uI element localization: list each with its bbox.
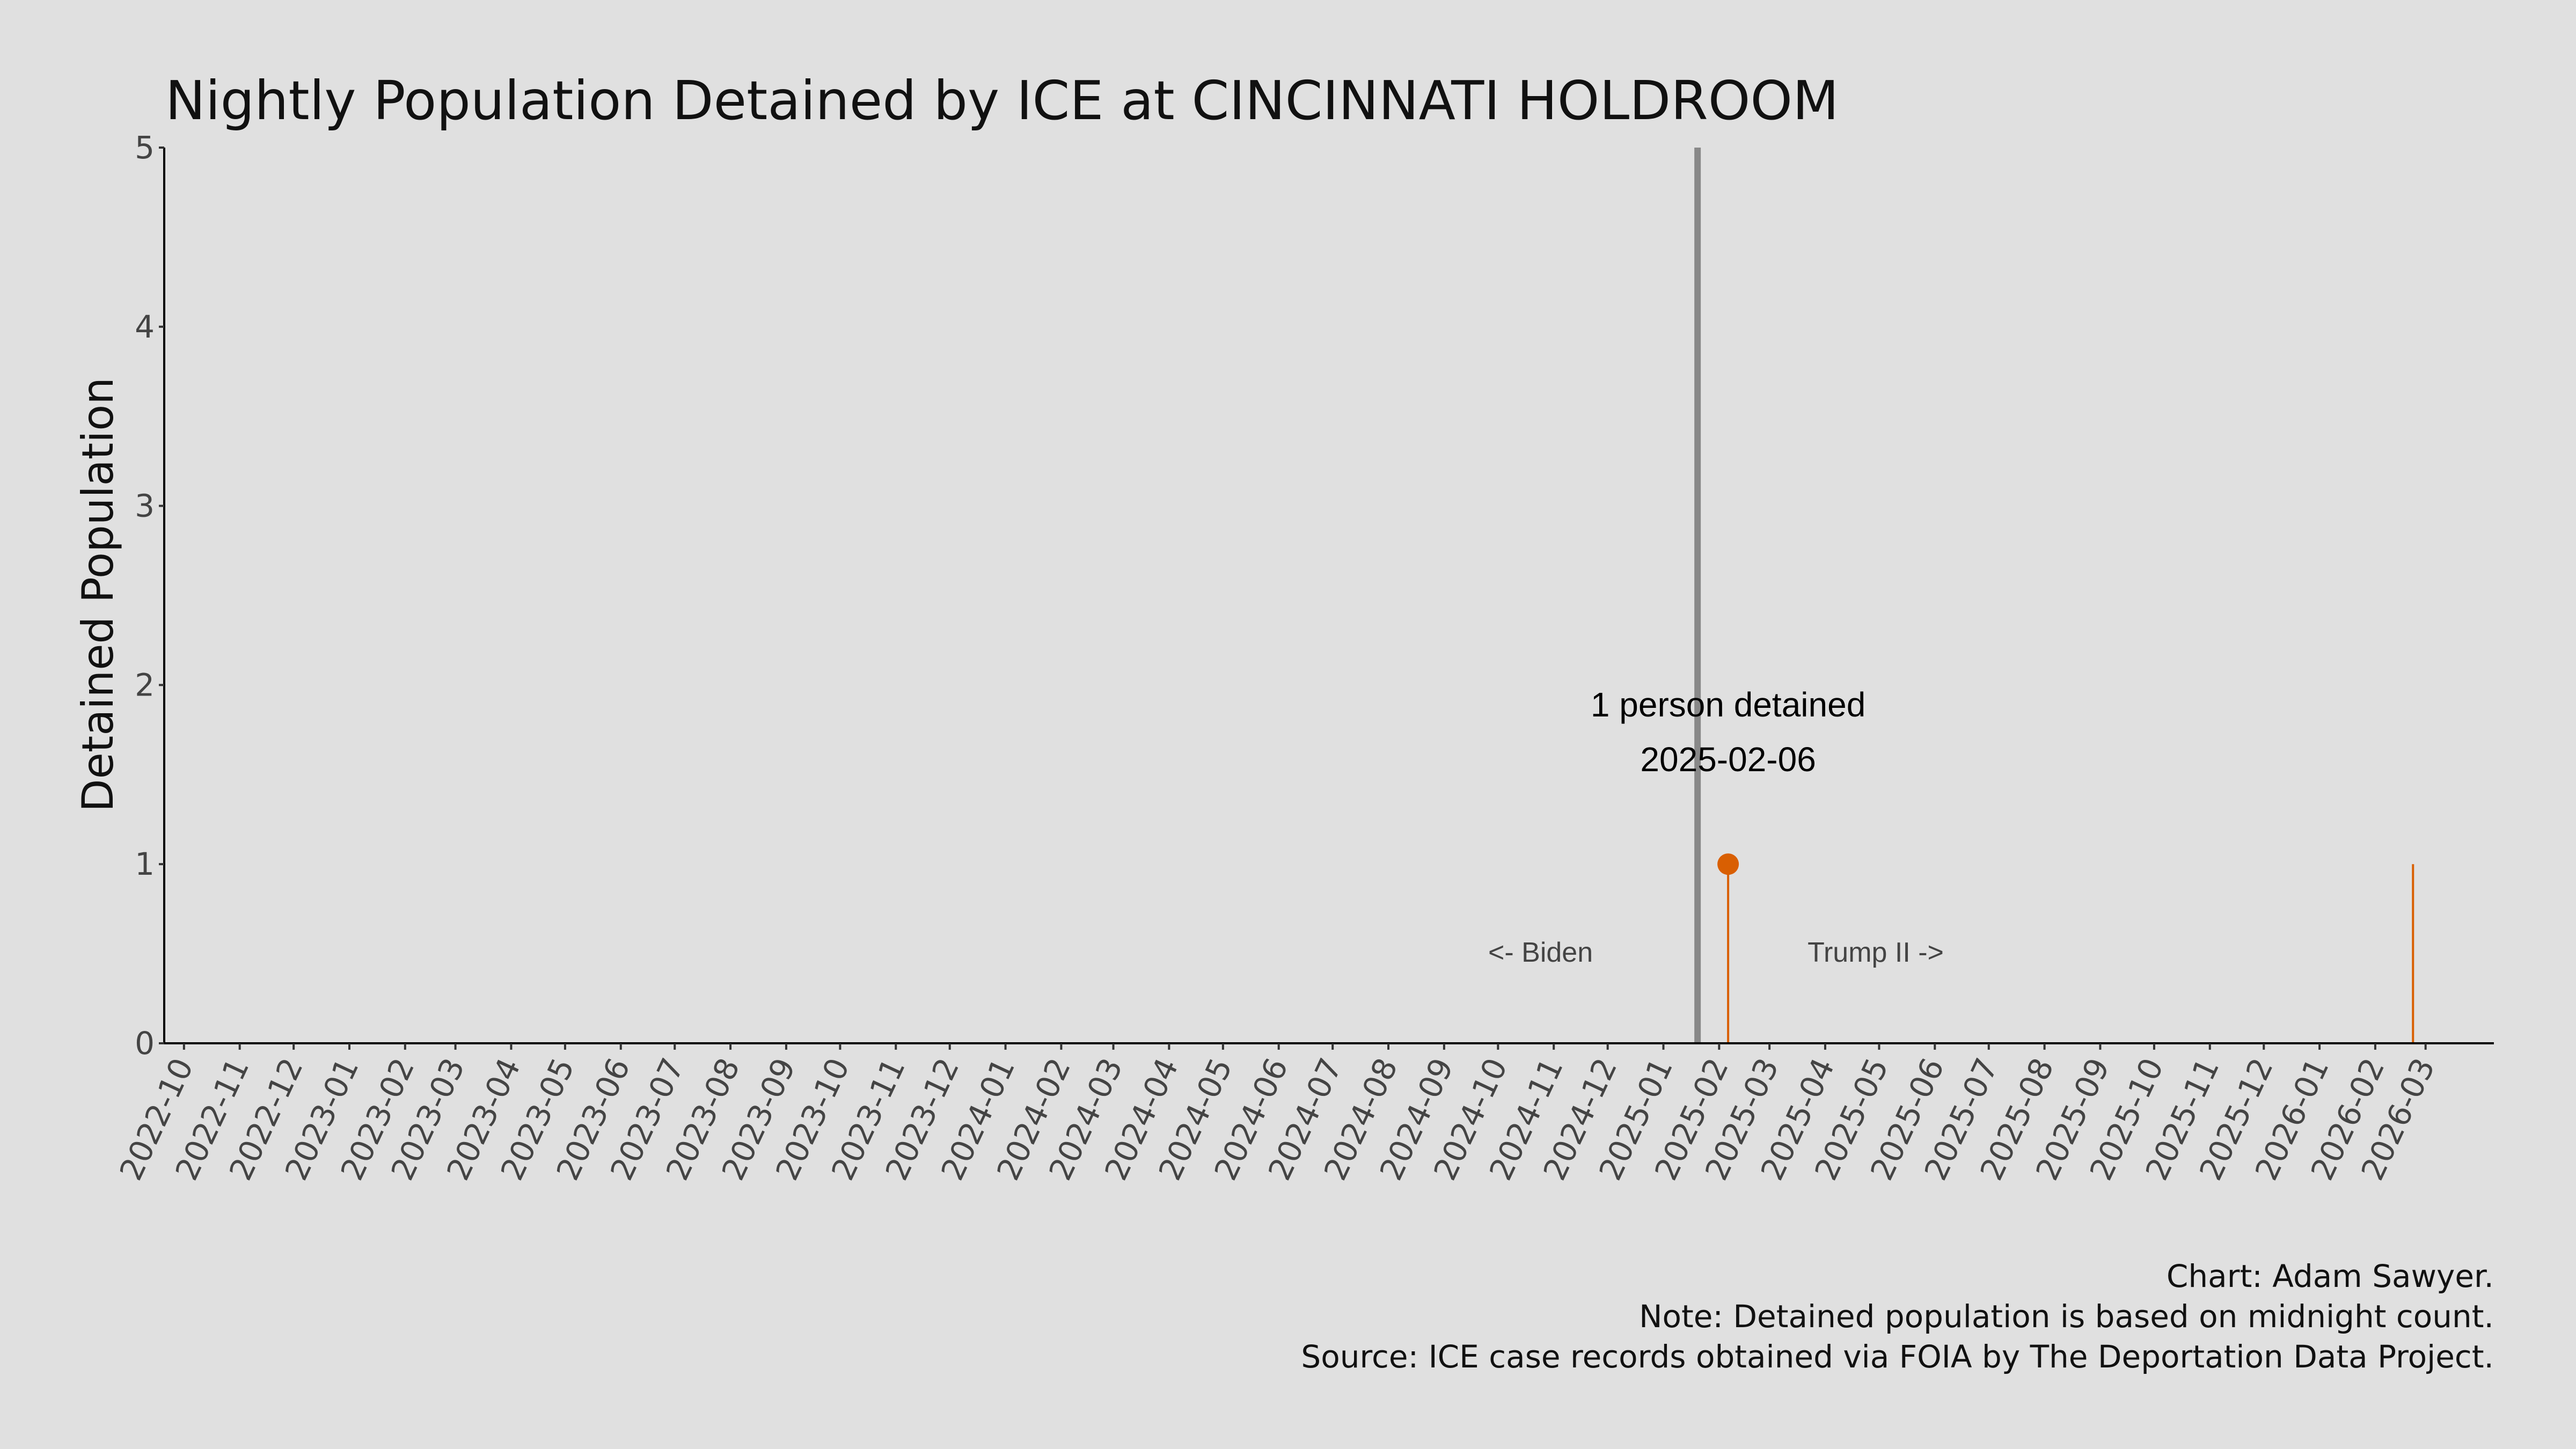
y-tick-label: 5: [135, 129, 155, 166]
y-tick-label: 2: [135, 667, 155, 703]
peak-annotation-date: 2025-02-06: [1640, 740, 1816, 779]
trump-era-label: Trump II ->: [1807, 937, 1944, 968]
peak-annotation-count: 1 person detained: [1591, 685, 1865, 724]
biden-era-label: <- Biden: [1488, 937, 1593, 968]
y-axis-label: Detained Population: [73, 377, 123, 812]
y-tick-label: 1: [135, 846, 155, 882]
footer-note: Note: Detained population is based on mi…: [1639, 1298, 2494, 1335]
footer-credit: Chart: Adam Sawyer.: [2167, 1258, 2494, 1294]
chart-title: Nightly Population Detained by ICE at CI…: [165, 69, 1839, 132]
y-tick-label: 0: [135, 1025, 155, 1062]
footer-source: Source: ICE case records obtained via FO…: [1301, 1338, 2494, 1375]
y-tick-label: 4: [135, 309, 155, 345]
peak-marker: [1717, 853, 1739, 875]
y-tick-label: 3: [135, 488, 155, 524]
